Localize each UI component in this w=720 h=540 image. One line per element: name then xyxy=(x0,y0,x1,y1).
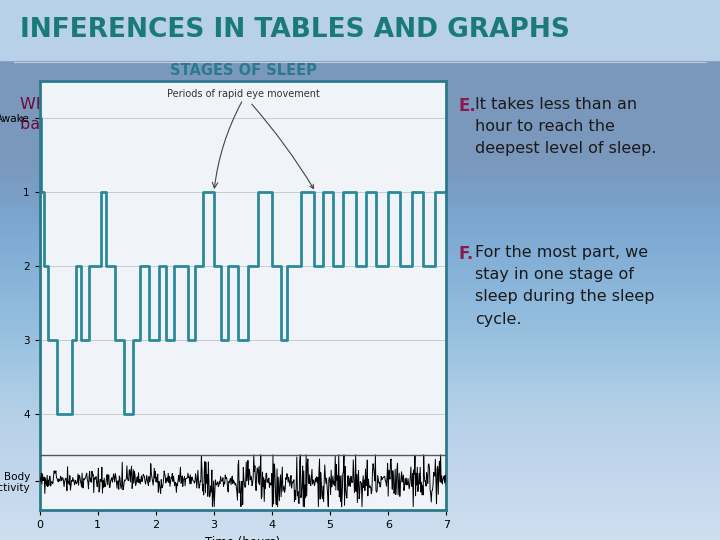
Text: F.: F. xyxy=(458,245,473,263)
X-axis label: Time (hours): Time (hours) xyxy=(205,536,281,540)
Text: It takes less than an
hour to reach the
deepest level of sleep.: It takes less than an hour to reach the … xyxy=(475,97,657,157)
Text: For the most part, we
stay in one stage of
sleep during the sleep
cycle.: For the most part, we stay in one stage … xyxy=(475,245,654,327)
Text: Which: Which xyxy=(20,97,75,112)
Text: is more logically: is more logically xyxy=(136,97,272,112)
Bar xyxy=(0,0,720,60)
Text: inference: inference xyxy=(68,97,153,112)
Title: STAGES OF SLEEP: STAGES OF SLEEP xyxy=(170,63,316,78)
Text: based on the graph?: based on the graph? xyxy=(20,117,186,132)
Text: Periods of rapid eye movement: Periods of rapid eye movement xyxy=(166,89,320,188)
Text: E.: E. xyxy=(458,97,476,115)
Text: INFERENCES IN TABLES AND GRAPHS: INFERENCES IN TABLES AND GRAPHS xyxy=(20,17,570,43)
